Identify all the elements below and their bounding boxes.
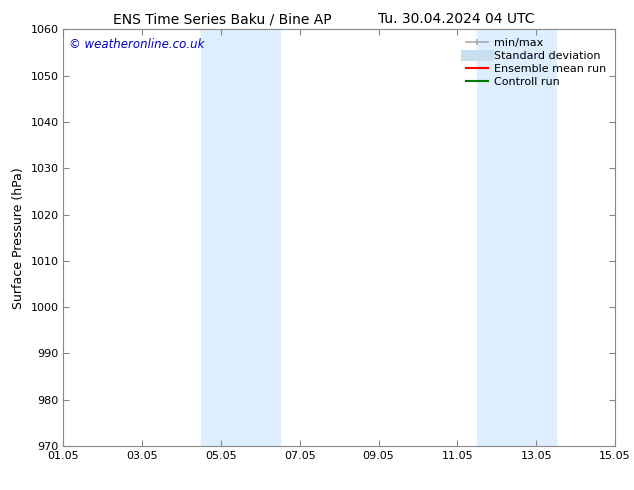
Bar	[477, 29, 556, 446]
Legend: min/max, Standard deviation, Ensemble mean run, Controll run: min/max, Standard deviation, Ensemble me…	[463, 35, 609, 90]
Text: © weatheronline.co.uk: © weatheronline.co.uk	[69, 38, 204, 51]
Text: Tu. 30.04.2024 04 UTC: Tu. 30.04.2024 04 UTC	[378, 12, 534, 26]
Bar	[202, 29, 280, 446]
Y-axis label: Surface Pressure (hPa): Surface Pressure (hPa)	[12, 167, 25, 309]
Text: ENS Time Series Baku / Bine AP: ENS Time Series Baku / Bine AP	[113, 12, 331, 26]
